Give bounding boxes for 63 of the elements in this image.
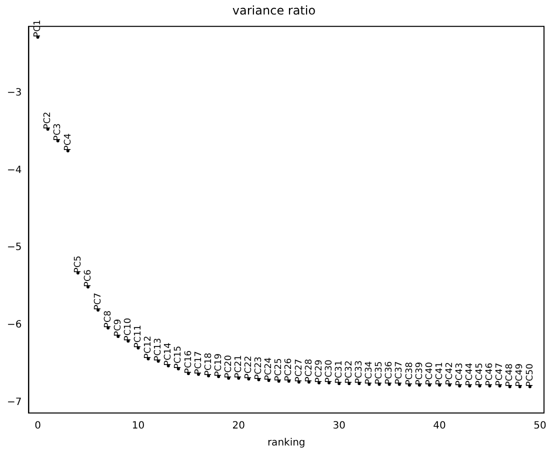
data-label: PC36 bbox=[384, 360, 395, 384]
data-label: PC6 bbox=[83, 269, 94, 287]
data-label: PC3 bbox=[53, 123, 64, 141]
data-label: PC20 bbox=[224, 354, 234, 378]
data-label: PC11 bbox=[134, 324, 144, 348]
data-label: PC43 bbox=[454, 362, 465, 386]
data-label: PC34 bbox=[364, 360, 375, 384]
data-label: PC50 bbox=[525, 363, 536, 387]
x-tick-label: 0 bbox=[34, 420, 41, 432]
data-label: PC26 bbox=[284, 358, 294, 382]
x-tick-label: 30 bbox=[332, 420, 346, 432]
x-tick-label: 50 bbox=[534, 420, 546, 432]
x-tick-label: 40 bbox=[433, 420, 446, 432]
data-label: PC31 bbox=[334, 360, 344, 384]
data-label: PC4 bbox=[63, 133, 74, 151]
data-label: PC24 bbox=[264, 357, 274, 381]
data-label: PC37 bbox=[394, 361, 405, 384]
data-label: PC16 bbox=[184, 350, 194, 374]
data-label: PC38 bbox=[404, 362, 415, 386]
data-label: PC18 bbox=[204, 352, 214, 376]
data-label: PC25 bbox=[274, 358, 284, 382]
data-label: PC8 bbox=[103, 310, 114, 328]
data-label: PC14 bbox=[164, 342, 174, 366]
x-tick-label: 10 bbox=[132, 420, 145, 432]
data-label: PC35 bbox=[374, 361, 385, 384]
data-label: PC9 bbox=[113, 318, 124, 336]
data-label: PC41 bbox=[434, 362, 445, 386]
data-label: PC40 bbox=[424, 362, 435, 386]
data-label: PC13 bbox=[154, 338, 164, 362]
data-label: PC5 bbox=[73, 256, 84, 274]
data-label: PC33 bbox=[354, 360, 365, 384]
data-label: PC45 bbox=[475, 362, 486, 386]
data-label: PC21 bbox=[234, 355, 244, 378]
data-label: PC29 bbox=[314, 359, 324, 383]
x-tick-label: 20 bbox=[232, 420, 246, 432]
data-label: PC23 bbox=[254, 356, 264, 380]
data-label: PC2 bbox=[43, 112, 54, 130]
data-label: PC10 bbox=[124, 318, 134, 342]
data-label: PC7 bbox=[93, 292, 104, 310]
y-tick-label: −6 bbox=[6, 319, 22, 330]
data-label: PC27 bbox=[294, 358, 304, 382]
data-label: PC47 bbox=[495, 362, 506, 386]
y-tick-label: −4 bbox=[6, 164, 22, 176]
data-label: PC15 bbox=[174, 346, 184, 369]
data-label: PC42 bbox=[444, 362, 455, 386]
y-tick-label: −3 bbox=[6, 87, 22, 98]
data-label: PC39 bbox=[414, 362, 425, 386]
data-label: PC30 bbox=[324, 359, 334, 383]
data-label: PC28 bbox=[304, 358, 314, 382]
data-label: PC32 bbox=[344, 360, 354, 384]
data-label: PC44 bbox=[465, 362, 476, 386]
data-label: PC46 bbox=[485, 362, 496, 386]
data-label: PC19 bbox=[214, 353, 224, 377]
data-label: PC49 bbox=[515, 363, 526, 387]
data-label: PC1 bbox=[33, 20, 44, 38]
chart-title: variance ratio bbox=[232, 3, 316, 18]
data-label: PC12 bbox=[144, 336, 154, 359]
data-label: PC17 bbox=[194, 351, 204, 374]
data-label: PC22 bbox=[244, 356, 254, 379]
y-tick-label: −7 bbox=[6, 396, 22, 408]
data-label: PC48 bbox=[505, 363, 516, 387]
y-tick-label: −5 bbox=[6, 242, 22, 254]
x-axis-title: ranking bbox=[267, 438, 306, 449]
